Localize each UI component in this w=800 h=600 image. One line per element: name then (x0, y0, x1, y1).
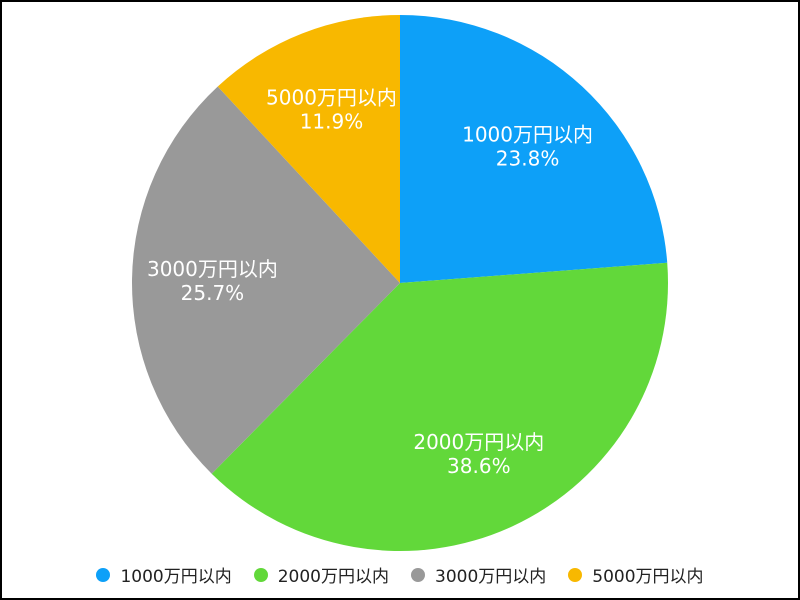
slice-label: 2000万円以内 (413, 430, 544, 454)
slice-label: 1000万円以内 (462, 122, 593, 146)
slice-value-label: 11.9% (300, 109, 364, 133)
pie-slice (217, 15, 400, 283)
legend-item[interactable]: 1000万円以内 (96, 562, 232, 587)
legend-item[interactable]: 3000万円以内 (411, 562, 546, 587)
slice-value-label: 23.8% (496, 146, 560, 170)
legend-label: 5000万円以内 (592, 567, 704, 587)
legend-item[interactable]: 2000万円以内 (253, 562, 389, 587)
legend-marker-icon (96, 567, 111, 582)
legend-label: 1000万円以内 (120, 567, 232, 587)
legend: 1000万円以内 2000万円以内 3000万円以内 5000万円以内 (2, 562, 798, 587)
slice-value-label: 38.6% (447, 454, 511, 478)
slice-label: 5000万円以内 (266, 85, 397, 109)
pie-slice (400, 15, 668, 283)
legend-marker-icon (411, 567, 425, 582)
slice-label: 3000万円以内 (147, 257, 278, 281)
legend-item[interactable]: 5000万円以内 (568, 562, 704, 587)
legend-marker-icon (253, 567, 268, 582)
legend-marker-icon (568, 567, 583, 582)
pie-slice (211, 262, 669, 551)
legend-label: 2000万円以内 (277, 567, 389, 587)
slice-value-label: 25.7% (181, 281, 245, 305)
legend-label: 3000万円以内 (435, 567, 547, 587)
pie-slice (131, 86, 400, 474)
